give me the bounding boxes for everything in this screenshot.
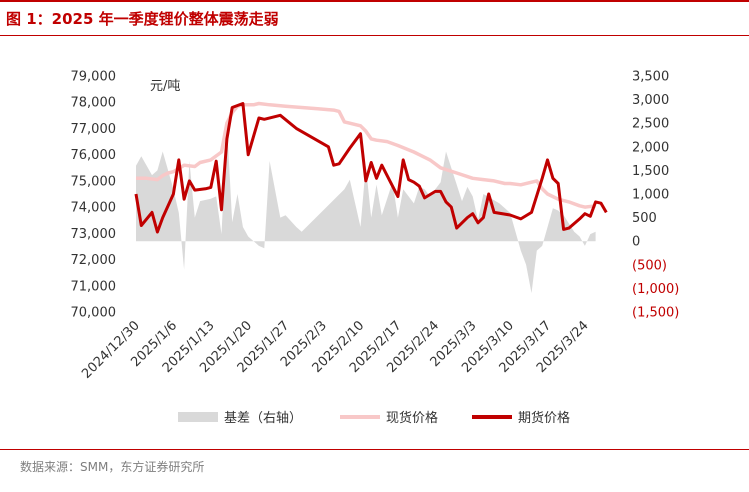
left-axis-tick-label: 79,000 xyxy=(71,70,117,85)
left-axis-tick-label: 78,000 xyxy=(71,96,117,111)
right-axis-tick-label: 2,000 xyxy=(632,140,669,155)
left-axis-tick-label: 73,000 xyxy=(71,227,117,242)
left-axis-tick-label: 77,000 xyxy=(71,122,117,137)
right-axis-tick-label: 1,000 xyxy=(632,188,669,203)
right-axis-ticks: 3,500 3,000 2,500 2,000 1,500 1,000 500 0 (500) (… xyxy=(632,70,679,321)
x-axis-tick-label: 2024/12/30 xyxy=(79,318,143,382)
legend-label: 基差（右轴） xyxy=(224,411,302,426)
right-axis-tick-label: (1,500) xyxy=(632,306,679,321)
lithium-price-chart: 79,000 78,000 77,000 76,000 75,000 74,000 73,0… xyxy=(71,70,680,427)
right-axis-tick-label: 2,500 xyxy=(632,117,669,132)
basis-area xyxy=(136,123,596,294)
left-axis-tick-label: 72,000 xyxy=(71,253,117,268)
legend: 基差（右轴） 现货价格 期货价格 xyxy=(178,410,570,426)
unit-label: 元/吨 xyxy=(150,79,180,94)
right-axis-tick-label: 0 xyxy=(632,235,640,250)
left-axis-ticks: 79,000 78,000 77,000 76,000 75,000 74,000 73,0… xyxy=(71,70,117,321)
right-axis-tick-label: 1,500 xyxy=(632,164,669,179)
left-axis-tick-label: 76,000 xyxy=(71,148,117,163)
left-axis-tick-label: 74,000 xyxy=(71,201,117,216)
legend-swatch-basis xyxy=(178,412,218,422)
figure-title: 图 1：2025 年一季度锂价整体震荡走弱 xyxy=(6,10,279,28)
right-axis-tick-label: 3,000 xyxy=(632,93,669,108)
title-bar: 图 1：2025 年一季度锂价整体震荡走弱 xyxy=(0,0,749,36)
left-axis-tick-label: 75,000 xyxy=(71,174,117,189)
right-axis-tick-label: 3,500 xyxy=(632,70,669,85)
basis-area-layer xyxy=(136,123,596,294)
legend-label: 现货价格 xyxy=(386,410,438,426)
futures-price-line xyxy=(134,102,608,234)
source-note: 数据来源：SMM，东方证券研究所 xyxy=(20,460,205,474)
spot-price-line xyxy=(136,101,596,209)
right-axis-tick-label: 500 xyxy=(632,211,657,226)
futures-line-layer xyxy=(134,102,608,234)
legend-label: 期货价格 xyxy=(518,410,570,426)
bottom-rule xyxy=(0,449,749,450)
spot-line-layer xyxy=(136,101,596,209)
right-axis-tick-label: (500) xyxy=(632,258,667,273)
left-axis-tick-label: 71,000 xyxy=(71,279,117,294)
left-axis-tick-label: 70,000 xyxy=(71,306,117,321)
right-axis-tick-label: (1,000) xyxy=(632,282,679,297)
x-axis-ticks: 2024/12/302025/1/62025/1/132025/1/202025… xyxy=(79,318,591,382)
